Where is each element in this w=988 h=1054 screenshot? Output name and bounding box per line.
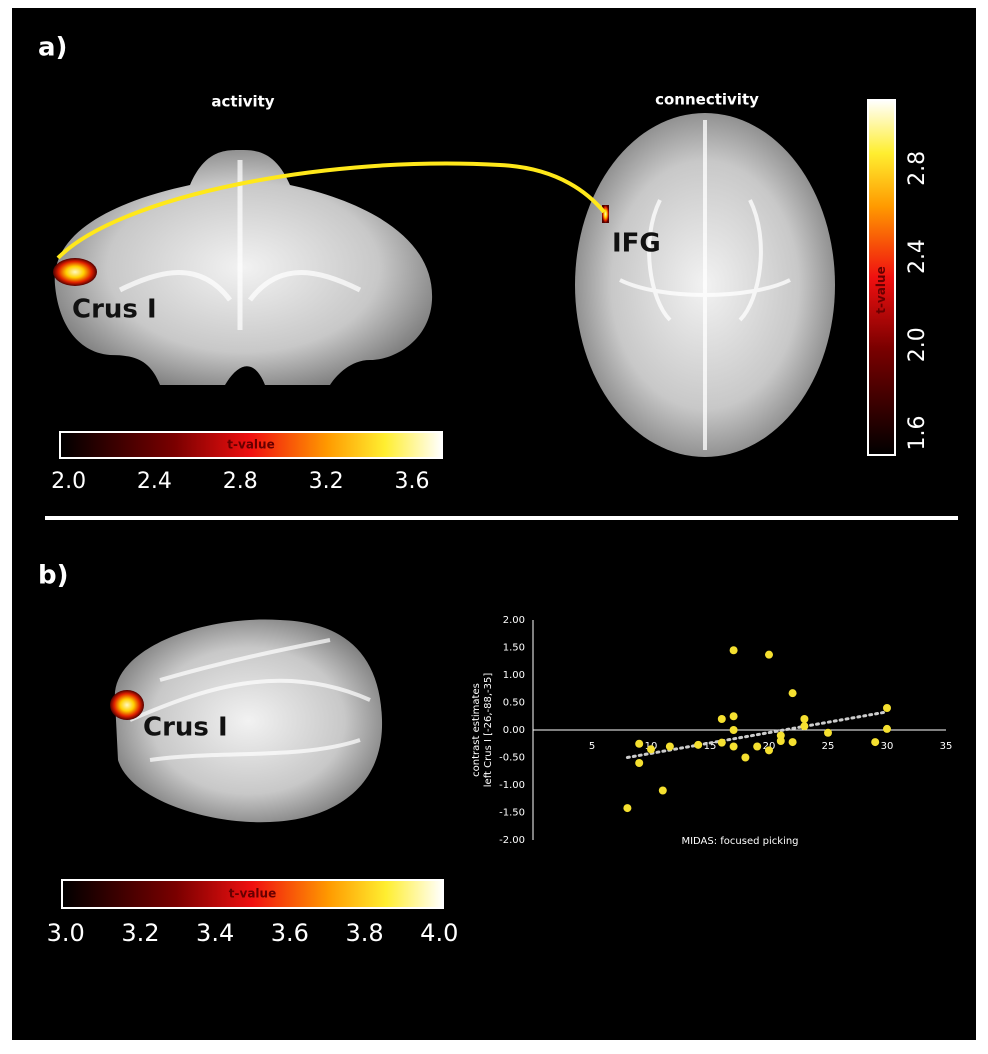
data-point — [789, 689, 797, 697]
y-tick-label: -2.00 — [499, 835, 525, 846]
colorbar-tick-label: 3.6 — [271, 919, 309, 947]
data-point — [647, 745, 655, 753]
y-axis-label: contrast estimatesleft Crus I [-26,-88,-… — [471, 673, 494, 788]
x-tick-label: 5 — [589, 741, 595, 752]
colorbar-tick-label: 3.4 — [196, 919, 234, 947]
figure: a) activity connectivity Crus I IFG b) C… — [0, 0, 988, 1050]
data-point — [718, 715, 726, 723]
data-point — [635, 759, 643, 767]
y-tick-label: 0.50 — [503, 698, 525, 709]
colorbar-tick-label: 2.8 — [223, 469, 258, 494]
data-point — [635, 740, 643, 748]
colorbar-tick-label: 2.4 — [137, 469, 172, 494]
panel-label: b) — [38, 561, 69, 591]
colorbar-tick-label: 2.0 — [905, 327, 930, 362]
data-point — [883, 725, 891, 733]
colorbar-tick-label: 3.6 — [394, 469, 429, 494]
colorbar-tick-label: 1.6 — [905, 415, 930, 450]
data-point — [666, 743, 674, 751]
data-point — [871, 738, 879, 746]
region-label: IFG — [612, 229, 661, 259]
colorbar-tick-label: 2.4 — [905, 239, 930, 274]
x-axis-label: MIDAS: focused picking — [681, 836, 798, 847]
hotspot — [53, 258, 97, 286]
y-tick-label: 1.00 — [503, 670, 525, 681]
data-point — [741, 754, 749, 762]
colorbar-tick-label: 3.2 — [121, 919, 159, 947]
y-tick-label: 0.00 — [503, 725, 525, 736]
colorbar-tick-label: 3.2 — [309, 469, 344, 494]
data-point — [623, 804, 631, 812]
data-point — [800, 715, 808, 723]
page: { "panel_a": { "label": "a)", "activity_… — [0, 0, 988, 1050]
colorbar-label: t-value — [227, 438, 274, 452]
data-point — [800, 722, 808, 730]
region-label: Crus I — [72, 295, 157, 325]
colorbar-label: t-value — [874, 266, 888, 313]
data-point — [730, 646, 738, 654]
panel-title: activity — [211, 93, 274, 111]
data-point — [765, 651, 773, 659]
data-point — [718, 739, 726, 747]
y-tick-label: 2.00 — [503, 615, 525, 626]
colorbar-label: t-value — [229, 887, 276, 901]
region-label: Crus I — [143, 713, 228, 743]
panel-label: a) — [38, 33, 67, 63]
data-point — [659, 787, 667, 795]
data-point — [753, 743, 761, 751]
x-tick-label: 30 — [881, 741, 894, 752]
colorbar-tick-label: 3.0 — [47, 919, 85, 947]
colorbar-tick-label: 4.0 — [420, 919, 458, 947]
colorbar-tick-label: 3.8 — [345, 919, 383, 947]
y-axis-label-line: contrast estimates — [471, 683, 482, 777]
y-axis-label-line: left Crus I [-26,-88,-35] — [483, 673, 494, 788]
colorbar-tick-label: 2.0 — [51, 469, 86, 494]
data-point — [694, 741, 702, 749]
colorbar-tick-label: 2.8 — [905, 151, 930, 186]
y-tick-label: -1.50 — [499, 808, 525, 819]
data-point — [789, 738, 797, 746]
y-tick-label: -0.50 — [499, 753, 525, 764]
hotspot — [602, 205, 609, 223]
data-point — [824, 729, 832, 737]
x-tick-label: 35 — [940, 741, 953, 752]
y-tick-label: 1.50 — [503, 643, 525, 654]
data-point — [883, 704, 891, 712]
data-point — [777, 737, 785, 745]
x-tick-label: 25 — [822, 741, 835, 752]
y-tick-label: -1.00 — [499, 780, 525, 791]
data-point — [730, 743, 738, 751]
data-point — [730, 726, 738, 734]
hotspot — [110, 690, 144, 720]
data-point — [730, 712, 738, 720]
data-point — [765, 746, 773, 754]
panel-title: connectivity — [655, 91, 759, 109]
